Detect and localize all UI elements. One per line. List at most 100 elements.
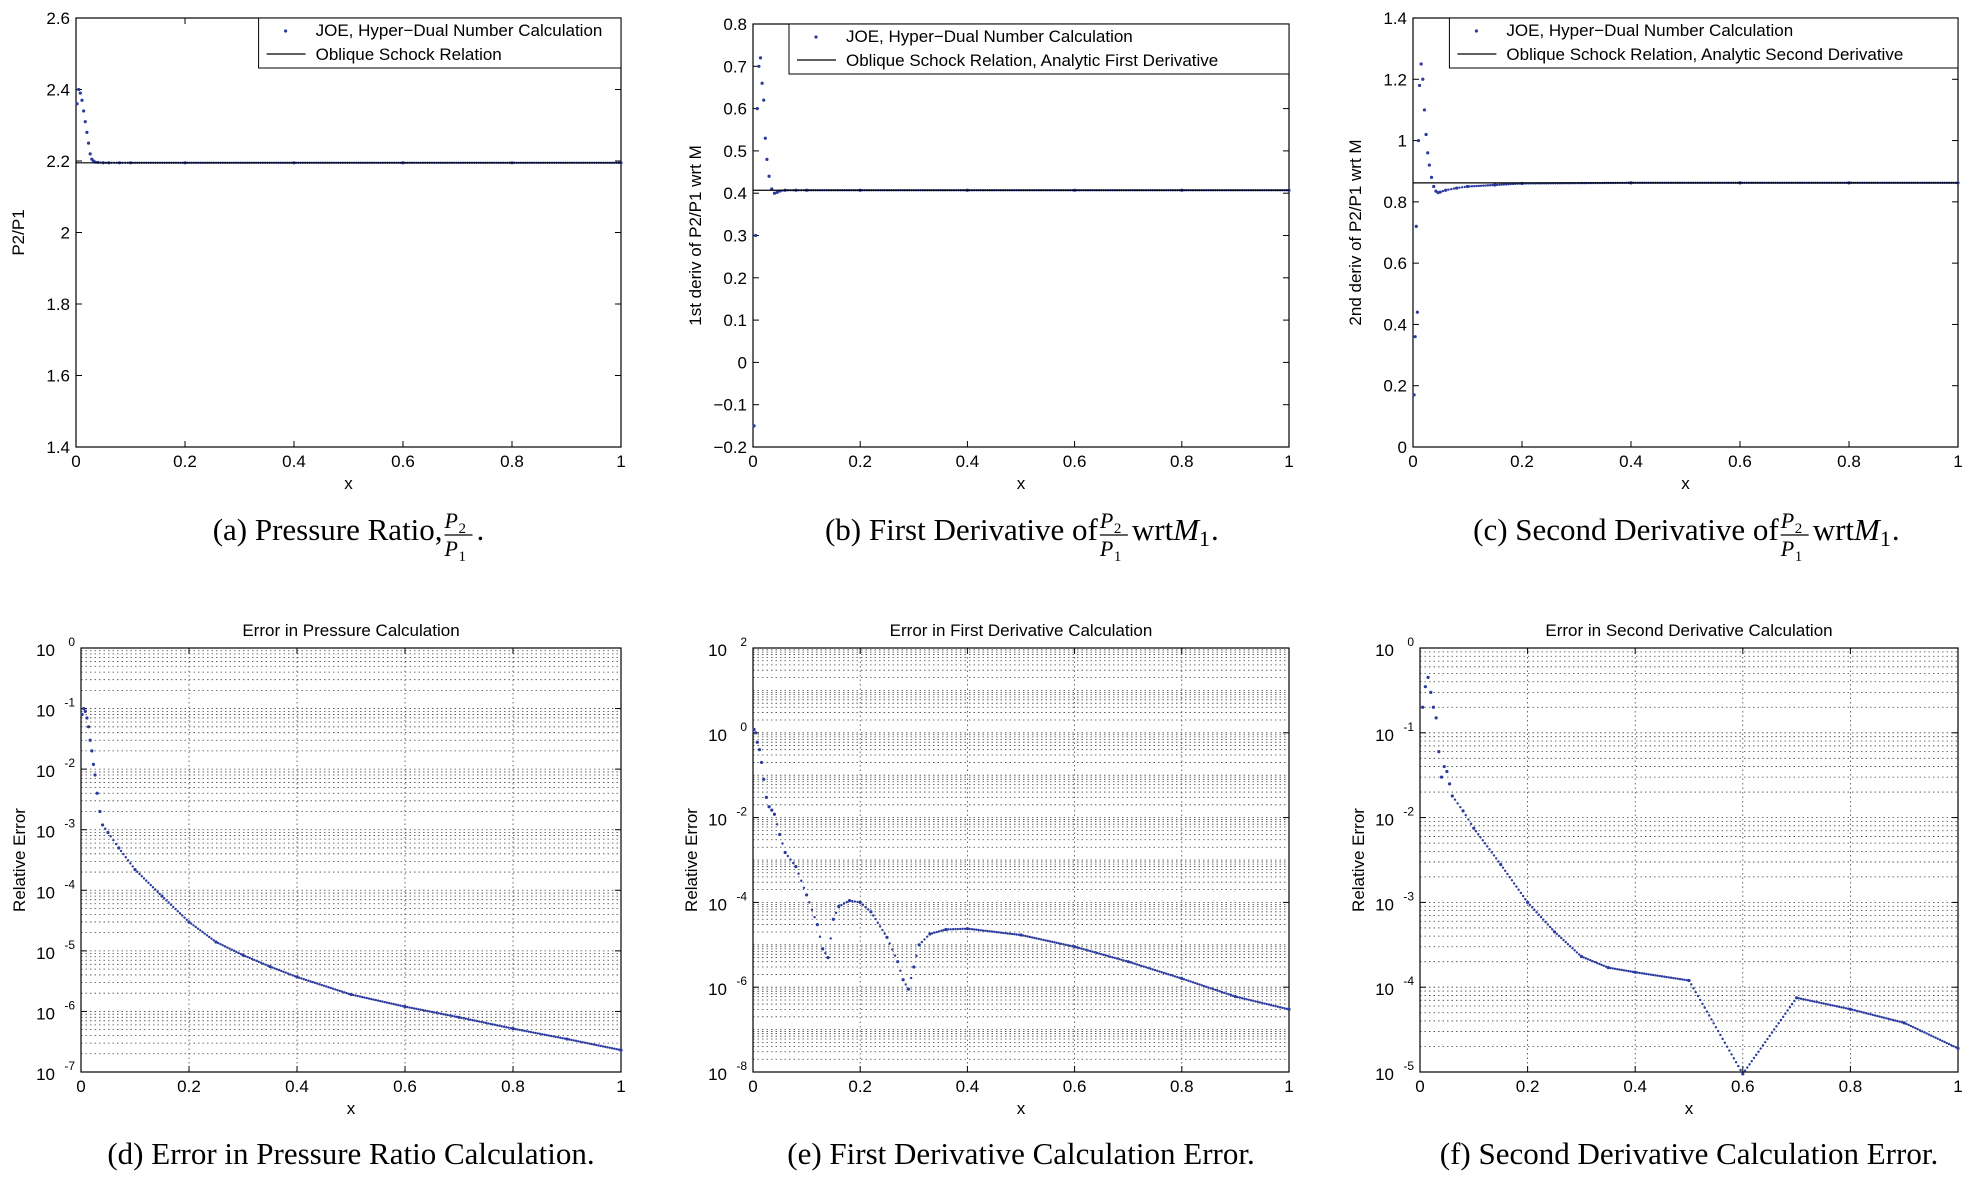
data-point	[403, 1005, 407, 1009]
data-point-interp	[1891, 1018, 1895, 1022]
data-point-interp	[1593, 960, 1597, 964]
data-point-interp	[874, 917, 877, 921]
legend-entry-0: JOE, Hyper−Dual Number Calculation	[1506, 21, 1793, 40]
y-tick-label: 10	[1375, 641, 1394, 660]
data-point-interp	[1223, 991, 1226, 995]
data-point-interp	[1091, 950, 1094, 953]
data-point	[965, 927, 970, 931]
data-point-interp	[1490, 851, 1493, 854]
data-point-interp	[455, 1015, 458, 1019]
data-point-interp	[1858, 1010, 1861, 1013]
data-point-interp	[345, 991, 348, 995]
data-point-interp	[379, 999, 382, 1003]
x-tick-label: 1	[1953, 1077, 1962, 1096]
data-point-interp	[1616, 967, 1619, 971]
data-point-interp	[1459, 805, 1462, 809]
data-point-interp	[484, 1021, 488, 1025]
data-point-interp	[1826, 1003, 1830, 1006]
data-point-interp	[174, 907, 177, 911]
data-point-interp	[291, 974, 294, 977]
y-tick-label: 10	[36, 1065, 55, 1084]
data-point-interp	[520, 1029, 524, 1032]
data-point	[1422, 108, 1427, 112]
data-point-interp	[163, 897, 166, 900]
data-point-interp	[1055, 941, 1058, 945]
data-point-interp	[527, 1030, 530, 1033]
data-point	[295, 975, 299, 979]
y-tick-base: 10	[1375, 1065, 1394, 1084]
data-point-interp	[1916, 1028, 1919, 1031]
data-point-interp	[1618, 968, 1621, 971]
x-axis-label: x	[344, 474, 353, 493]
axes-box	[1419, 647, 1959, 1073]
data-point	[619, 1048, 623, 1052]
data-point	[1412, 393, 1416, 397]
data-point-interp	[1694, 990, 1697, 994]
data-point	[757, 64, 761, 68]
data-point-interp	[1028, 935, 1032, 939]
legend-box	[788, 23, 1290, 75]
data-point-interp	[1095, 951, 1099, 955]
data-point-interp	[1138, 963, 1141, 967]
y-tick-label: 0.8	[1383, 193, 1407, 212]
data-point-interp	[176, 910, 179, 913]
chart-title: Error in Pressure Calculation	[242, 621, 459, 640]
y-tick-base: 10	[1375, 811, 1394, 830]
data-point-interp	[981, 929, 985, 932]
data-point-interp	[1492, 854, 1496, 857]
y-tick-label: −0.1	[713, 396, 747, 415]
data-point-interp	[347, 992, 350, 996]
data-point	[815, 922, 819, 927]
y-tick-label: 10	[1375, 811, 1394, 830]
caption-num: P	[1099, 508, 1113, 533]
panel-f: 0 0.2 0.4 0.6 0.8 1 10 -5 10 -4 10 -3 10 -2 10 -1 10 0 x Re…	[1349, 621, 1963, 1171]
caption-den: P	[1780, 536, 1794, 561]
data-point-interp	[592, 1043, 596, 1046]
data-point-interp	[1582, 956, 1585, 959]
x-tick-label: 0.4	[282, 452, 306, 471]
data-point-interp	[1171, 974, 1175, 977]
data-point-interp	[1642, 972, 1646, 975]
data-point-interp	[532, 1031, 535, 1034]
data-point-interp	[352, 993, 355, 997]
y-tick-exponent: -1	[1403, 720, 1414, 734]
data-point-interp	[1010, 932, 1014, 936]
data-point-interp	[579, 1040, 582, 1044]
data-point-interp	[239, 952, 242, 956]
data-point-interp	[1502, 183, 1506, 186]
y-tick-label: 2.4	[46, 81, 70, 100]
data-point-interp	[1484, 184, 1487, 187]
data-point-interp	[937, 930, 941, 933]
data-point-interp	[151, 886, 155, 889]
data-point-interp	[1813, 1000, 1816, 1003]
data-point-interp	[1914, 1026, 1917, 1030]
data-point	[133, 867, 137, 872]
y-tick-label: 1.4	[46, 438, 70, 457]
data-point	[88, 738, 92, 742]
data-point-interp	[899, 969, 902, 972]
data-point	[1419, 62, 1423, 66]
data-point-interp	[255, 959, 258, 963]
y-tick-label: 10	[36, 641, 55, 660]
data-point-interp	[1147, 966, 1150, 970]
data-point-interp	[1238, 996, 1242, 999]
y-tick-base: 10	[1375, 641, 1394, 660]
data-point-interp	[1636, 971, 1639, 974]
data-point-interp	[126, 859, 130, 862]
data-point	[160, 894, 164, 898]
series-points-0	[1412, 62, 1960, 397]
data-point-interp	[1216, 989, 1219, 992]
y-tick-label: 0.5	[723, 142, 747, 161]
axes-box	[80, 647, 622, 1073]
data-point-interp	[453, 1015, 456, 1018]
data-point-interp	[1703, 1006, 1706, 1009]
legend-marker-0	[814, 35, 818, 39]
data-point	[762, 777, 766, 781]
data-point-interp	[478, 1020, 481, 1023]
panel-a: 0 0.2 0.4 0.6 0.8 1 1.4 1.6 1.8 2 2.2 2.4 2.6 x P2/P1 J…	[9, 9, 626, 565]
data-point-interp	[1943, 1040, 1946, 1044]
data-point-interp	[1158, 970, 1161, 973]
data-point-interp	[1062, 943, 1065, 946]
data-point-interp	[1855, 1009, 1859, 1013]
axes-box	[75, 17, 622, 448]
